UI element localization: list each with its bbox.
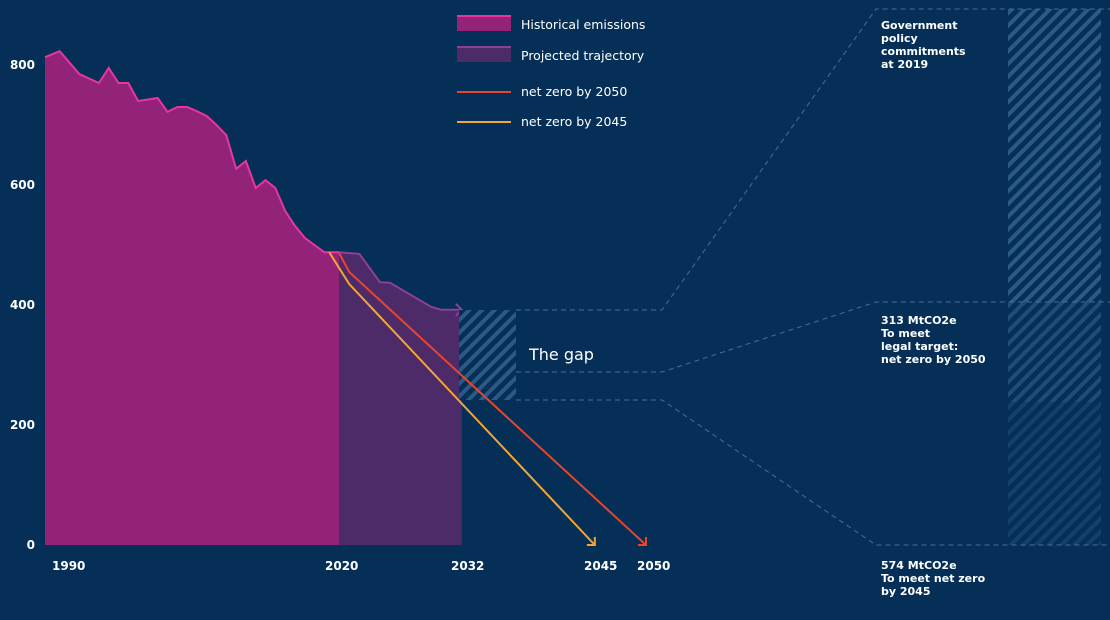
legend-swatch-projected-edge <box>457 46 511 48</box>
legend-swatch-projected <box>457 46 511 62</box>
legend-swatch-historical <box>457 15 511 31</box>
projected-arrow-head <box>455 303 464 317</box>
legal-note-line: net zero by 2050 <box>881 353 986 366</box>
projected-trajectory-line <box>338 251 462 311</box>
legal-note-line: 313 MtCO2e <box>881 314 957 327</box>
legal-note-line: legal target: <box>881 340 958 353</box>
net-zero-2045-note: 574 MtCO2e To meet net zero by 2045 <box>881 559 986 598</box>
policy-column-lower <box>1008 402 1101 545</box>
projected-trajectory-area <box>339 252 462 545</box>
net-zero-2050-line <box>338 252 647 546</box>
policy-note-line: at 2019 <box>881 58 928 71</box>
legend-label-historical: Historical emissions <box>521 17 645 32</box>
policy-note-line: Government <box>881 19 957 32</box>
policy-note: Government policy commitments at 2019 <box>881 19 966 71</box>
legend: Historical emissions Projected trajector… <box>457 15 645 129</box>
legend-label-2045: net zero by 2045 <box>521 114 627 129</box>
gap-hatched-block <box>459 310 516 400</box>
policy-column-upper <box>1008 9 1101 302</box>
dashed-connector-policy <box>516 8 1110 311</box>
policy-column-middle <box>1008 302 1101 402</box>
x-tick-label: 1990 <box>52 559 85 573</box>
dashed-connector-netzero <box>516 399 1110 546</box>
x-tick-label: 2045 <box>584 559 617 573</box>
y-tick-label: 0 <box>27 538 35 552</box>
net-zero-2045-line <box>328 251 596 546</box>
legal-note-line: To meet <box>881 327 930 340</box>
historical-emissions-line <box>44 50 339 254</box>
policy-note-line: commitments <box>881 45 966 58</box>
y-tick-label: 400 <box>10 298 35 312</box>
x-tick-label: 2050 <box>637 559 670 573</box>
dashed-connector-legal <box>516 301 1110 373</box>
gap-label: The gap <box>528 345 594 364</box>
legend-swatch-historical-edge <box>457 15 511 17</box>
x-axis: 1990 2020 2032 2045 2050 <box>52 559 670 573</box>
y-tick-label: 200 <box>10 418 35 432</box>
y-tick-label: 800 <box>10 58 35 72</box>
y-tick-label: 600 <box>10 178 35 192</box>
legal-target-note: 313 MtCO2e To meet legal target: net zer… <box>881 314 986 366</box>
netzero-note-line: by 2045 <box>881 585 931 598</box>
net-zero-2045-arrow-head <box>586 537 596 546</box>
historical-emissions-area <box>45 51 339 545</box>
policy-note-line: policy <box>881 32 918 45</box>
net-zero-2050-arrow-head <box>638 537 647 546</box>
y-axis: 0 200 400 600 800 <box>10 58 35 552</box>
x-tick-label: 2020 <box>325 559 358 573</box>
legend-label-2050: net zero by 2050 <box>521 84 627 99</box>
netzero-note-line: 574 MtCO2e <box>881 559 957 572</box>
legend-label-projected: Projected trajectory <box>521 48 645 63</box>
netzero-note-line: To meet net zero <box>881 572 986 585</box>
x-tick-label: 2032 <box>451 559 484 573</box>
